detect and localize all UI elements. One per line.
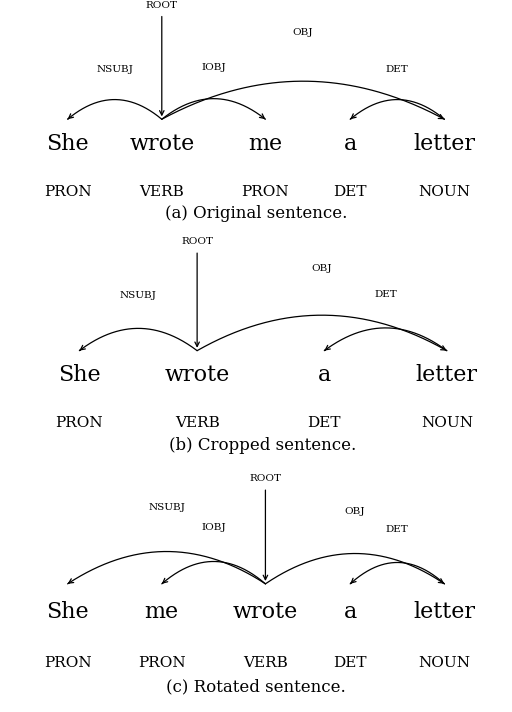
Text: PRON: PRON — [55, 417, 103, 431]
Text: wrote: wrote — [164, 365, 230, 387]
Text: VERB: VERB — [139, 185, 184, 199]
Text: IOBJ: IOBJ — [201, 523, 226, 533]
Text: letter: letter — [416, 365, 478, 387]
Text: DET: DET — [374, 290, 397, 299]
Text: VERB: VERB — [243, 656, 288, 671]
Text: She: She — [46, 601, 89, 622]
Text: DET: DET — [386, 65, 409, 73]
Text: NOUN: NOUN — [418, 656, 471, 671]
Text: NSUBJ: NSUBJ — [148, 503, 185, 513]
Text: VERB: VERB — [175, 417, 220, 431]
Text: DET: DET — [386, 525, 409, 534]
Text: (b) Cropped sentence.: (b) Cropped sentence. — [169, 436, 357, 454]
Text: OBJ: OBJ — [345, 508, 365, 516]
Text: wrote: wrote — [129, 133, 195, 155]
Text: IOBJ: IOBJ — [201, 63, 226, 72]
Text: a: a — [344, 601, 357, 622]
Text: PRON: PRON — [138, 656, 186, 671]
Text: me: me — [145, 601, 179, 622]
Text: DET: DET — [308, 417, 341, 431]
Text: PRON: PRON — [44, 185, 92, 199]
Text: ROOT: ROOT — [146, 1, 178, 9]
Text: PRON: PRON — [44, 656, 92, 671]
Text: OBJ: OBJ — [312, 264, 332, 273]
Text: letter: letter — [413, 601, 476, 622]
Text: DET: DET — [333, 656, 367, 671]
Text: She: She — [58, 365, 101, 387]
Text: NSUBJ: NSUBJ — [96, 65, 133, 73]
Text: a: a — [317, 365, 331, 387]
Text: (a) Original sentence.: (a) Original sentence. — [165, 205, 347, 222]
Text: ROOT: ROOT — [249, 473, 282, 483]
Text: a: a — [344, 133, 357, 155]
Text: NSUBJ: NSUBJ — [120, 290, 157, 300]
Text: (c) Rotated sentence.: (c) Rotated sentence. — [166, 679, 346, 696]
Text: me: me — [248, 133, 283, 155]
Text: DET: DET — [333, 185, 367, 199]
Text: wrote: wrote — [233, 601, 298, 622]
Text: NOUN: NOUN — [421, 417, 473, 431]
Text: She: She — [46, 133, 89, 155]
Text: letter: letter — [413, 133, 476, 155]
Text: ROOT: ROOT — [181, 237, 213, 246]
Text: OBJ: OBJ — [293, 28, 313, 37]
Text: PRON: PRON — [242, 185, 289, 199]
Text: NOUN: NOUN — [418, 185, 471, 199]
